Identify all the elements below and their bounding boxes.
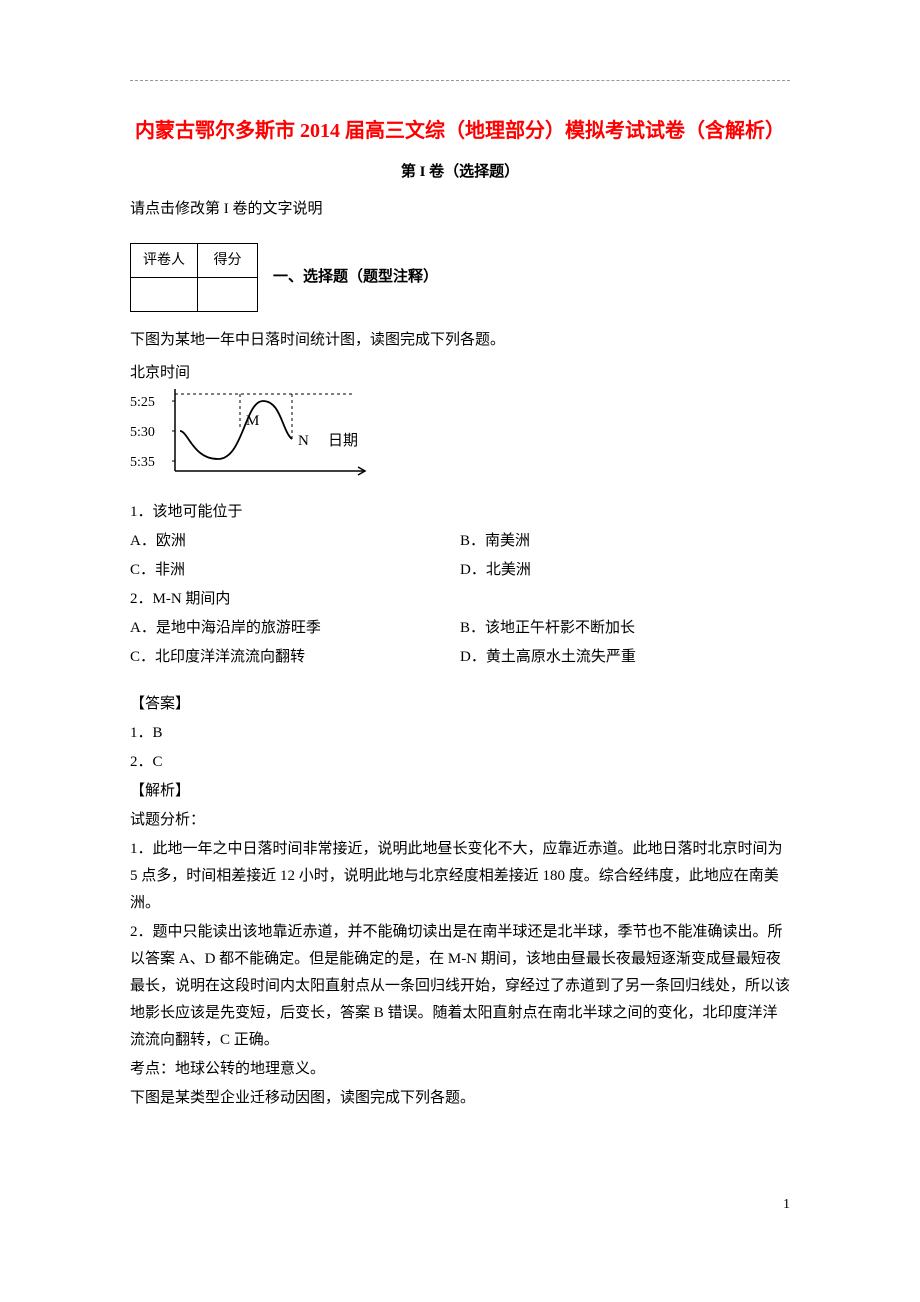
instruction-text: 请点击修改第 I 卷的文字说明 — [130, 196, 790, 223]
score-header-reviewer: 评卷人 — [131, 244, 198, 278]
q2-options-row1: A．是地中海沿岸的旅游旺季 B．该地正午杆影不断加长 — [130, 615, 790, 642]
section-row: 评卷人 得分 一、选择题（题型注释） — [130, 243, 790, 312]
m-label: M — [246, 413, 259, 429]
sunset-chart: 5:25 5:30 5:35 M N 日期 — [130, 389, 790, 484]
q2-text: 2．M-N 期间内 — [130, 586, 790, 613]
q1-opt-c: C．非洲 — [130, 557, 460, 584]
score-cell-score — [198, 278, 258, 312]
analysis-intro: 试题分析： — [130, 807, 790, 834]
analysis-label: 【解析】 — [130, 778, 790, 805]
y-tick-530: 5:30 — [130, 425, 155, 440]
q2-options-row2: C．北印度洋洋流流向翻转 D．黄土高原水土流失严重 — [130, 644, 790, 671]
score-cell-reviewer — [131, 278, 198, 312]
analysis-topic: 考点：地球公转的地理意义。 — [130, 1056, 790, 1083]
answer-block: 【答案】 1．B 2．C 【解析】 试题分析： 1．此地一年之中日落时间非常接近… — [130, 691, 790, 1112]
q2-opt-a: A．是地中海沿岸的旅游旺季 — [130, 615, 460, 642]
page-number: 1 — [130, 1192, 790, 1217]
q2-opt-c: C．北印度洋洋流流向翻转 — [130, 644, 460, 671]
next-question-intro: 下图是某类型企业迁移动因图，读图完成下列各题。 — [130, 1085, 790, 1112]
q1-options-row2: C．非洲 D．北美洲 — [130, 557, 790, 584]
n-label: N — [298, 433, 309, 449]
q1-opt-b: B．南美洲 — [460, 528, 790, 555]
analysis-p2: 2．题中只能读出该地靠近赤道，并不能确切读出是在南半球还是北半球，季节也不能准确… — [130, 919, 790, 1054]
section-heading: 一、选择题（题型注释） — [273, 264, 438, 291]
chart-y-axis-label: 北京时间 — [130, 360, 790, 387]
top-divider — [130, 80, 790, 81]
page-title: 内蒙古鄂尔多斯市 2014 届高三文综（地理部分）模拟考试试卷（含解析） — [130, 111, 790, 151]
q2-opt-d: D．黄土高原水土流失严重 — [460, 644, 790, 671]
x-axis-label: 日期 — [328, 432, 358, 449]
answer-label: 【答案】 — [130, 691, 790, 718]
subtitle: 第 I 卷（选择题） — [130, 159, 790, 186]
score-table: 评卷人 得分 — [130, 243, 258, 312]
score-header-score: 得分 — [198, 244, 258, 278]
sunset-curve — [180, 401, 292, 459]
q1-options-row1: A．欧洲 B．南美洲 — [130, 528, 790, 555]
q1-opt-d: D．北美洲 — [460, 557, 790, 584]
answer-1: 1．B — [130, 720, 790, 747]
question-intro: 下图为某地一年中日落时间统计图，读图完成下列各题。 — [130, 327, 790, 354]
answer-2: 2．C — [130, 749, 790, 776]
y-tick-525: 5:25 — [130, 395, 155, 410]
analysis-p1: 1．此地一年之中日落时间非常接近，说明此地昼长变化不大，应靠近赤道。此地日落时北… — [130, 836, 790, 917]
y-tick-535: 5:35 — [130, 455, 155, 470]
q1-opt-a: A．欧洲 — [130, 528, 460, 555]
q1-text: 1．该地可能位于 — [130, 499, 790, 526]
q2-opt-b: B．该地正午杆影不断加长 — [460, 615, 790, 642]
